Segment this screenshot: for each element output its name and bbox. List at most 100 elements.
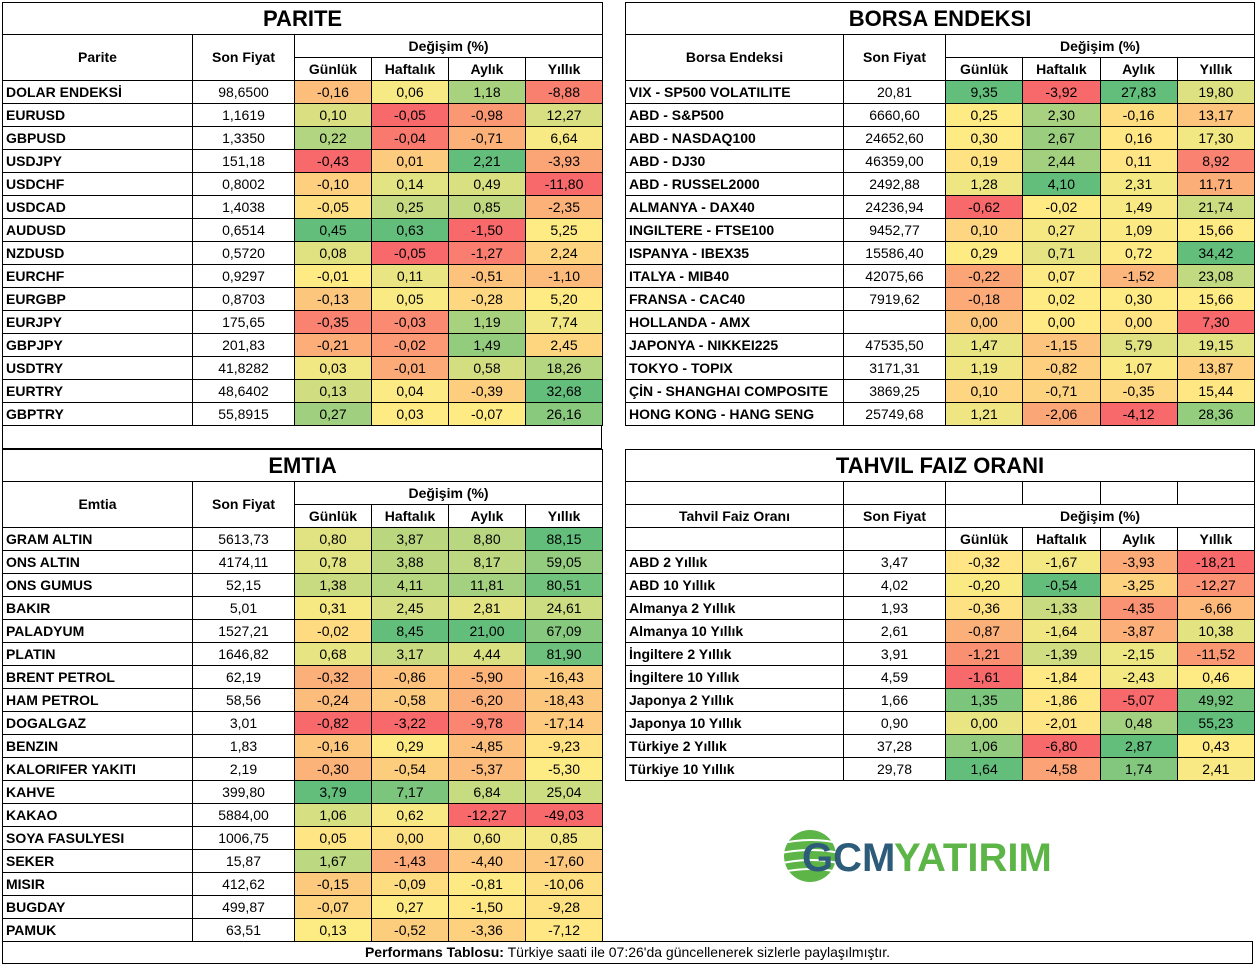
table-row: ABD - DJ30 46359,00 0,19 2,44 0,11 8,92 <box>625 149 1256 173</box>
period-header-haftalık: Haftalık <box>371 57 449 81</box>
change-aylık: -0,98 <box>448 103 526 127</box>
table-row: EURTRY 48,6402 0,13 0,04 -0,39 32,68 <box>2 379 604 403</box>
table-row: Almanya 10 Yıllık 2,61 -0,87 -1,64 -3,87 10,3… <box>625 619 1256 643</box>
last-price: 55,8915 <box>192 402 295 426</box>
table-row: ONS GUMUS 52,15 1,38 4,11 11,81 80,51 <box>2 573 604 597</box>
instrument-name: PALADYUM <box>2 619 193 643</box>
table-row: DOGALGAZ 3,01 -0,82 -3,22 -9,78 -17,14 <box>2 711 604 735</box>
table-row: Japonya 10 Yıllık 0,90 0,00 -2,01 0,48 55,23 <box>625 711 1256 735</box>
change-günlük: -0,16 <box>294 80 372 104</box>
instrument-name: ISPANYA - IBEX35 <box>625 241 844 265</box>
change-aylık: 5,79 <box>1099 333 1178 357</box>
change-yıllık: 25,04 <box>524 780 604 804</box>
change-aylık: -5,90 <box>448 665 526 689</box>
change-yıllık: -9,28 <box>524 895 604 919</box>
change-aylık: 1,18 <box>448 80 526 104</box>
change-haftalık: 0,14 <box>371 172 449 196</box>
table-row: USDCHF 0,8002 -0,10 0,14 0,49 -11,80 <box>2 172 604 196</box>
last-price: 0,5720 <box>192 241 295 265</box>
change-yıllık: 17,30 <box>1176 126 1256 150</box>
change-yıllık: -12,27 <box>1176 573 1256 597</box>
table-title: EMTIA <box>1 449 604 482</box>
instrument-name: ABD - S&P500 <box>625 103 844 127</box>
change-aylık: 1,49 <box>1099 195 1178 219</box>
change-günlük: -0,82 <box>294 711 372 735</box>
table-row: EURCHF 0,9297 -0,01 0,11 -0,51 -1,10 <box>2 264 604 288</box>
last-price: 0,9297 <box>192 264 295 288</box>
instrument-name: DOGALGAZ <box>2 711 193 735</box>
last-price: 3171,31 <box>843 356 946 380</box>
instrument-name: KAKAO <box>2 803 193 827</box>
period-header-haftalık: Haftalık <box>1022 527 1101 551</box>
change-günlük: 0,25 <box>944 103 1024 127</box>
last-price: 1,66 <box>843 688 946 712</box>
change-yıllık: 2,41 <box>1176 757 1256 781</box>
change-aylık: -0,81 <box>448 872 526 896</box>
change-aylık: -1,50 <box>448 895 526 919</box>
change-günlük: 1,28 <box>944 172 1024 196</box>
instrument-name: ABD - DJ30 <box>625 149 844 173</box>
change-aylık: 0,48 <box>1099 711 1178 735</box>
change-haftalık: 0,27 <box>1022 218 1101 242</box>
change-aylık: 0,85 <box>448 195 526 219</box>
table-row: BENZIN 1,83 -0,16 0,29 -4,85 -9,23 <box>2 734 604 758</box>
last-price <box>843 310 946 334</box>
instrument-name: Türkiye 2 Yıllık <box>625 734 844 758</box>
change-aylık: -6,20 <box>448 688 526 712</box>
change-aylık: -0,71 <box>448 126 526 150</box>
table-row: Türkiye 2 Yıllık 37,28 1,06 -6,80 2,87 0,43 <box>625 734 1256 758</box>
last-price: 41,8282 <box>192 356 295 380</box>
last-price: 1,3350 <box>192 126 295 150</box>
change-yıllık: -10,06 <box>524 872 604 896</box>
last-price: 63,51 <box>192 918 295 942</box>
change-haftalık: 0,27 <box>371 895 449 919</box>
change-günlük: 9,35 <box>944 80 1024 104</box>
change-haftalık: -0,05 <box>371 241 449 265</box>
change-yıllık: -1,10 <box>524 264 604 288</box>
change-haftalık: 0,11 <box>371 264 449 288</box>
last-price: 1646,82 <box>192 642 295 666</box>
change-aylık: -12,27 <box>448 803 526 827</box>
last-price: 0,8703 <box>192 287 295 311</box>
change-günlük: -0,62 <box>944 195 1024 219</box>
change-günlük: 0,13 <box>294 918 372 942</box>
instrument-name: EURGBP <box>2 287 193 311</box>
change-haftalık: -1,67 <box>1022 550 1101 574</box>
table-row: Japonya 2 Yıllık 1,66 1,35 -1,86 -5,07 49,92 <box>625 688 1256 712</box>
change-günlük: 1,21 <box>944 402 1024 426</box>
period-header-günlük: Günlük <box>944 527 1024 551</box>
period-header-haftalık: Haftalık <box>371 504 449 528</box>
change-aylık: 2,31 <box>1099 172 1178 196</box>
table-row: PLATIN 1646,82 0,68 3,17 4,44 81,90 <box>2 642 604 666</box>
period-header-row: Günlük Haftalık Aylık Yıllık <box>3 504 604 528</box>
instrument-name: FRANSA - CAC40 <box>625 287 844 311</box>
change-günlük: -0,05 <box>294 195 372 219</box>
instrument-name: USDCAD <box>2 195 193 219</box>
change-haftalık: 2,45 <box>371 596 449 620</box>
instrument-name: AUDUSD <box>2 218 193 242</box>
table-row: GBPJPY 201,83 -0,21 -0,02 1,49 2,45 <box>2 333 604 357</box>
instrument-name: GBPTRY <box>2 402 193 426</box>
change-günlük: -0,35 <box>294 310 372 334</box>
change-yıllık: 11,71 <box>1176 172 1256 196</box>
change-haftalık: 8,45 <box>371 619 449 643</box>
change-yıllık: 13,87 <box>1176 356 1256 380</box>
change-yıllık: 32,68 <box>524 379 604 403</box>
table-row: USDJPY 151,18 -0,43 0,01 2,21 -3,93 <box>2 149 604 173</box>
last-price: 175,65 <box>192 310 295 334</box>
change-haftalık: 2,67 <box>1022 126 1101 150</box>
table-row: ABD - S&P500 6660,60 0,25 2,30 -0,16 13,17 <box>625 103 1256 127</box>
table-row: EURUSD 1,1619 0,10 -0,05 -0,98 12,27 <box>2 103 604 127</box>
period-header-row: Günlük Haftalık Aylık Yıllık <box>3 57 604 81</box>
change-haftalık: -0,01 <box>371 356 449 380</box>
change-haftalık: 3,88 <box>371 550 449 574</box>
empty-cell <box>625 481 844 505</box>
change-günlük: -0,10 <box>294 172 372 196</box>
change-günlük: -0,32 <box>944 550 1024 574</box>
change-aylık: -4,12 <box>1099 402 1178 426</box>
table-row: BAKIR 5,01 0,31 2,45 2,81 24,61 <box>2 596 604 620</box>
period-header-aylık: Aylık <box>1099 527 1178 551</box>
instrument-name: SEKER <box>2 849 193 873</box>
last-price: 24652,60 <box>843 126 946 150</box>
period-header-günlük: Günlük <box>294 57 372 81</box>
